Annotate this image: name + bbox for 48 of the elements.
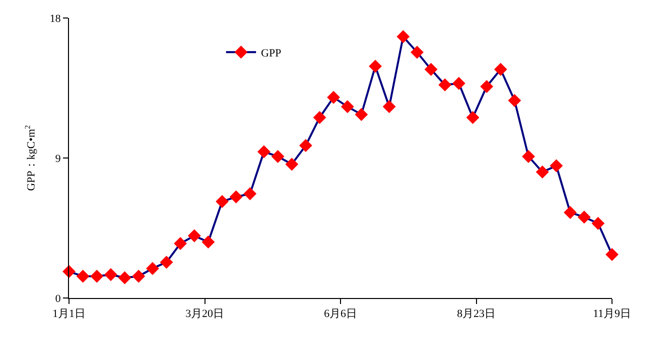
point [132,270,146,283]
point [592,216,605,230]
y-tick-label: 18 [50,12,62,25]
point [494,62,508,76]
point [285,158,298,171]
point [480,80,494,93]
legend-label: GPP [261,47,282,60]
point [327,90,340,104]
point [244,187,256,200]
point [578,210,591,224]
point [382,100,396,114]
point [160,256,173,269]
point [340,100,354,114]
point [146,262,160,275]
point [202,236,215,248]
point [104,268,118,282]
point [522,150,535,163]
point [606,248,618,261]
x-tick-label: 3月20日 [186,308,224,320]
point [354,108,368,121]
point [508,94,522,107]
point [90,270,104,283]
point [424,62,438,76]
point [564,206,577,219]
point [216,195,229,208]
point [313,111,326,124]
point [438,78,452,92]
x-tick-label: 8月23日 [457,308,496,320]
x-tick-label: 1月1日 [52,308,86,320]
y-tick-label: 9 [55,152,62,165]
point [452,76,466,90]
point [76,270,90,283]
x-tick-label: 11月9日 [592,308,632,320]
point [410,46,424,59]
point [230,190,243,204]
point [257,145,270,158]
point [536,166,549,178]
point [271,150,284,163]
point [299,139,312,152]
point [466,111,480,124]
point [174,237,187,250]
point [118,271,132,284]
y-tick-label: 0 [55,292,62,305]
x-tick-label: 6月6日 [324,308,357,320]
point [188,229,201,242]
point [396,30,410,44]
point [550,159,563,172]
point [368,60,382,73]
